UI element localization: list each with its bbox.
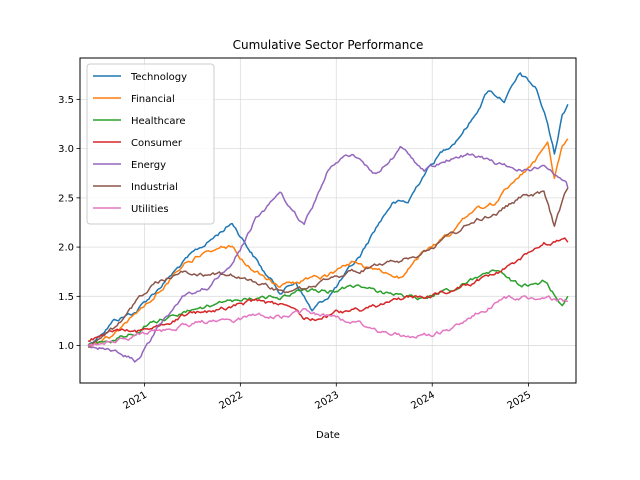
legend: Technology Financial Healthcare Consumer Ene…	[86, 63, 215, 225]
x-tick-label: 2023	[313, 390, 341, 412]
legend-box	[86, 63, 215, 225]
x-tick-label: 2024	[409, 390, 437, 412]
series-line-energy	[88, 145, 569, 363]
series-line-financial	[88, 138, 569, 349]
x-axis-title: Date	[316, 430, 340, 441]
series-line-healthcare	[87, 269, 569, 346]
series-lines	[87, 72, 569, 363]
legend-label: Industrial	[131, 182, 178, 193]
y-tick-label: 2.5	[58, 193, 74, 204]
y-axis: 1.0 1.5 2.0 2.5 3.0 3.5	[58, 95, 80, 352]
legend-label: Technology	[130, 72, 187, 83]
chart-title: Cumulative Sector Performance	[233, 38, 424, 52]
legend-label: Healthcare	[131, 116, 186, 127]
legend-label: Energy	[131, 160, 166, 171]
plot-area-frame	[79, 57, 577, 384]
series-line-utilities	[87, 294, 568, 347]
series-line-industrial	[87, 187, 569, 346]
y-tick-label: 1.5	[58, 292, 74, 303]
y-tick-label: 2.0	[58, 243, 74, 254]
x-tick-label: 2025	[506, 390, 534, 412]
y-tick-label: 1.0	[58, 341, 74, 352]
x-tick-label: 2022	[217, 390, 245, 412]
x-tick-label: 2021	[122, 390, 150, 412]
series-line-consumer	[87, 237, 569, 343]
y-tick-label: 3.5	[58, 95, 74, 106]
legend-label: Financial	[131, 94, 175, 105]
y-tick-label: 3.0	[58, 144, 74, 155]
legend-label: Utilities	[131, 204, 169, 215]
legend-label: Consumer	[131, 138, 183, 149]
x-axis: 2021 2022 2023 2024 2025	[122, 383, 534, 412]
